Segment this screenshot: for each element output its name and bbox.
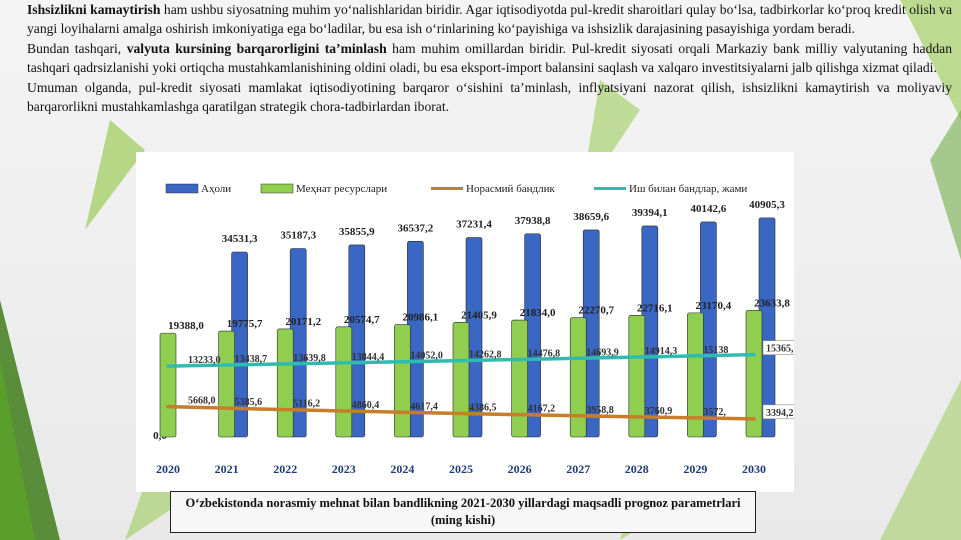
line-label: 4167,2	[528, 404, 556, 415]
chart-caption: O‘zbekistonda norasmiy mehnat bilan band…	[170, 491, 756, 533]
bar-label: 21834,0	[520, 307, 556, 319]
x-tick-label: 2030	[742, 462, 766, 476]
bar-labor-2020	[159, 332, 177, 438]
line-label: 13233,0	[188, 355, 221, 366]
bar-labor-2021	[218, 330, 235, 438]
bar-label: 23633,8	[754, 297, 790, 309]
bar-label: 19388,0	[168, 320, 204, 332]
line-label: 3958,8	[586, 405, 614, 416]
bar-label: 34531,3	[222, 233, 258, 245]
x-tick-label: 2023	[332, 462, 356, 476]
bar-label: 20171,2	[285, 316, 321, 328]
bar-labor-2025	[452, 322, 470, 438]
line-employed	[166, 352, 756, 368]
bar-labor-2028	[628, 315, 646, 438]
bar-label: 37938,8	[515, 215, 551, 227]
line-label: 14052,0	[410, 351, 443, 362]
bar-label: 20986,1	[403, 312, 439, 324]
line-label: 4860,4	[352, 400, 380, 411]
line-label: 15365,1	[766, 344, 794, 355]
paragraph-1-bold: Ishsizlikni kamaytirish	[27, 2, 161, 17]
x-tick-label: 2029	[683, 462, 707, 476]
bar-label: 19775,7	[227, 318, 263, 330]
line-label: 13844,4	[352, 352, 385, 363]
legend-swatch-1	[260, 183, 294, 194]
bar-labor-2024	[394, 324, 411, 438]
x-tick-label: 2020	[156, 462, 180, 476]
legend-label-2: Норасмий бандлик	[466, 183, 556, 195]
x-tick-label: 2025	[449, 462, 473, 476]
legend-label-3: Иш билан бандлар, жами	[629, 183, 747, 195]
bar-label: 39394,1	[632, 207, 668, 219]
line-label: 3572,	[703, 407, 726, 418]
x-tick-label: 2027	[566, 462, 590, 476]
line-label: 14914,3	[645, 346, 678, 357]
line-label: 14693,9	[586, 347, 619, 358]
legend-swatch-0	[165, 183, 199, 194]
legend-label-0: Аҳоли	[201, 183, 231, 195]
paragraph-3: Umuman olganda, pul-kredit siyosati maml…	[27, 79, 952, 115]
paragraph-2-bold: valyuta kursining barqarorligini ta’minl…	[126, 40, 387, 56]
x-tick-label: 2024	[390, 462, 414, 476]
bar-label: 35855,9	[339, 226, 375, 238]
line-label: 13639,8	[293, 353, 326, 364]
line-label: 5668,0	[188, 396, 216, 407]
bar-labor-2027	[569, 317, 587, 438]
bar-label: 37231,4	[456, 219, 492, 231]
body-text: Ishsizlikni kamaytirish ham ushbu siyosa…	[27, 0, 952, 116]
x-tick-label: 2021	[215, 462, 239, 476]
line-label: 15138	[703, 345, 728, 356]
bar-label: 38659,6	[573, 211, 609, 223]
paragraph-1-text: ham ushbu siyosatning muhim yo‘nalishlar…	[27, 2, 952, 37]
employment-chart: Аҳоли Меҳнат ресурслари Норасмий бандлик Иш…	[136, 152, 804, 492]
line-label: 3760,9	[645, 406, 673, 417]
x-tick-label: 2026	[508, 462, 532, 476]
paragraph-1: Ishsizlikni kamaytirish ham ushbu siyosa…	[27, 0, 952, 39]
line-label: 4386,5	[469, 403, 497, 414]
bar-label: 40142,6	[691, 203, 727, 215]
x-tick-label: 2028	[625, 462, 649, 476]
paragraph-2-text: ham muhim omillardan biridir. Pul-kredit…	[27, 40, 952, 76]
bar-label: 21405,9	[461, 309, 497, 321]
paragraph-2: Bundan tashqari, valyuta kursining barqa…	[27, 39, 952, 78]
bar-labor-2030	[745, 310, 763, 438]
bar-label: 40905,3	[749, 199, 785, 211]
bar-label: 36537,2	[398, 222, 434, 234]
bar-labor-2022	[276, 328, 294, 438]
line-label: 14262,8	[469, 350, 502, 361]
bar-labor-2026	[511, 319, 528, 438]
bar-label: 35187,3	[280, 229, 316, 241]
line-label: 5116,2	[293, 399, 320, 410]
x-tick-label: 2022	[273, 462, 297, 476]
bar-label: 22270,7	[578, 305, 614, 317]
bar-label: 23170,4	[696, 300, 732, 312]
line-label: 14476,8	[528, 348, 561, 359]
bar-labor-2023	[335, 326, 353, 438]
line-label: 3394,2	[766, 408, 794, 419]
bar-labor-2029	[687, 312, 704, 438]
line-label: 13438,7	[235, 354, 268, 365]
chart-svg: Аҳоли Меҳнат ресурслари Норасмий бандлик Иш…	[136, 152, 804, 492]
line-label: 5385,6	[235, 397, 263, 408]
paragraph-2-start: Bundan tashqari,	[27, 40, 127, 56]
bar-label: 20574,7	[344, 314, 380, 326]
bar-label: 22716,1	[637, 302, 673, 314]
line-label: 4617,4	[410, 401, 438, 412]
legend-label-1: Меҳнат ресурслари	[296, 183, 387, 195]
line-informal	[166, 404, 756, 421]
